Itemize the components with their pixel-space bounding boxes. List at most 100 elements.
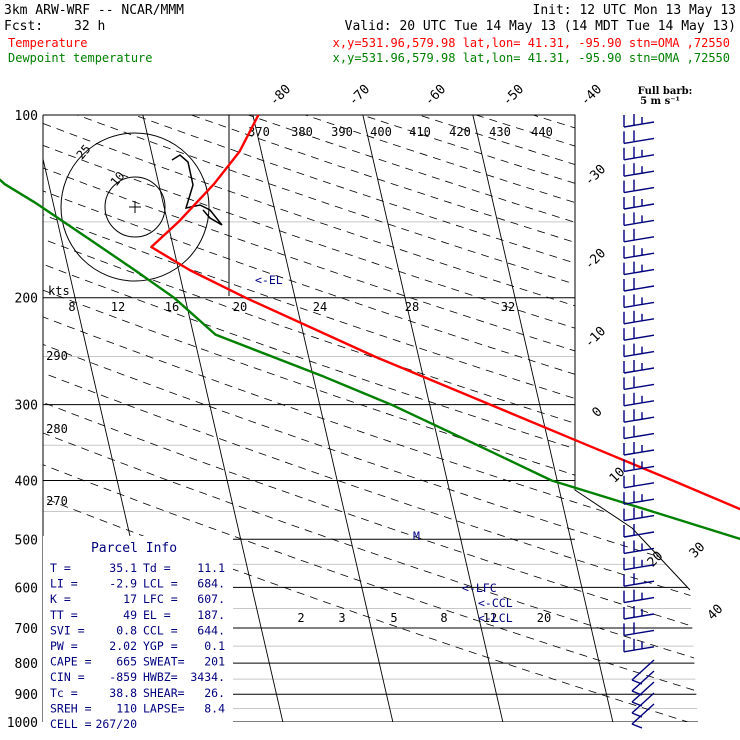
theta-label-top: 380 (291, 125, 313, 139)
parcel-info-cell: CELL = (50, 717, 92, 731)
parcel-info-cell: 3434. (190, 670, 225, 684)
parcel-info-cell: TT = (50, 608, 78, 622)
mixing-ratio-label: 5 (390, 611, 397, 625)
hodo-speed-tick: 12 (111, 300, 125, 314)
hodo-speed-tick: 20 (233, 300, 247, 314)
parcel-info-cell: 187. (197, 608, 225, 622)
theta-label-top: 390 (331, 125, 353, 139)
model-title: 3km ARW-WRF -- NCAR/MMM (4, 3, 184, 18)
temperature-legend: Temperature (8, 36, 87, 50)
wind-barb-shaft (623, 186, 655, 194)
wind-barb (623, 392, 655, 407)
wind-barb (623, 507, 655, 522)
wind-barb (623, 278, 655, 292)
parcel-info-cell: 201 (204, 655, 225, 669)
header: 3km ARW-WRF -- NCAR/MMM Init: 12 UTC Mon… (4, 3, 736, 65)
parcel-info-cell: Td = (143, 561, 171, 575)
mixing-ratio-label: 20 (537, 611, 551, 625)
dry-adiabat (43, 115, 698, 722)
parcel-info-cell: Tc = (50, 686, 78, 700)
parcel-info-cell: T = (50, 561, 71, 575)
wind-barb (623, 245, 655, 259)
wind-barb (623, 196, 655, 210)
theta-label-top: 400 (370, 125, 392, 139)
dewpoint-location: x,y=531.96,579.98 lat,lon= 41.31, -95.90… (333, 51, 730, 65)
wind-barb-shaft (623, 137, 655, 145)
dry-adiabat (305, 115, 698, 722)
parcel-info-cell: PW = (50, 639, 78, 653)
wind-barb-shaft (623, 268, 655, 276)
hodo-speed-tick: 28 (405, 300, 419, 314)
theta-label-top: 410 (409, 125, 431, 139)
hodo-ring-label: 10 (108, 169, 128, 189)
wind-barb-shaft (623, 203, 655, 210)
parcel-info-cell: SREH = (50, 701, 92, 715)
hodo-speed-tick: 8 (68, 300, 75, 314)
parcel-info-cell: 8.4 (204, 701, 225, 715)
isotherm-label: -10 (582, 324, 609, 351)
theta-label-left: 280 (46, 422, 68, 436)
wind-barb (623, 589, 655, 604)
wind-barb-shaft (623, 432, 655, 440)
wind-barb-shaft (623, 121, 655, 128)
wind-barb (623, 114, 655, 128)
fcst-value: 32 h (74, 19, 105, 34)
parcel-info-cell: 644. (197, 623, 225, 637)
dry-adiabat (43, 115, 698, 722)
barb-legend: Full barb: 5 m s⁻¹ (638, 86, 693, 107)
dry-adiabat (43, 115, 698, 722)
wind-barb (623, 163, 655, 177)
dry-adiabat (418, 115, 698, 722)
hodograph: 10 25 (60, 115, 230, 296)
pressure-tick-label: 300 (15, 399, 38, 414)
isotherm-label: 40 (705, 602, 727, 624)
wind-barb-shaft (623, 416, 655, 423)
isotherm-label: 0 (589, 404, 605, 420)
wind-barb (623, 573, 655, 587)
wind-barb-shaft (623, 170, 655, 177)
theta-label-top: 430 (489, 125, 511, 139)
isotherm-label: -20 (582, 246, 609, 273)
wind-barb-shaft (623, 465, 655, 473)
mixing-ratio-label: 2 (297, 611, 304, 625)
wind-barb-shaft (623, 564, 655, 571)
wind-barb-flag (631, 723, 643, 729)
hodo-ring (104, 176, 166, 238)
wind-barb-shaft (623, 154, 655, 161)
wind-barb-shaft (623, 236, 655, 243)
wind-barb-shaft (631, 703, 655, 725)
wind-barb-shaft (631, 659, 655, 681)
wind-barbs (623, 114, 655, 729)
hodo-unit-label: kts (48, 284, 70, 298)
isotherm-label: -80 (267, 82, 294, 109)
hodo-speed-tick: 16 (165, 300, 179, 314)
mixing-ratio-label: 3 (338, 611, 345, 625)
parcel-info-cell: 110 (116, 701, 137, 715)
wind-barb (623, 310, 655, 325)
valid-time: Valid: 20 UTC Tue 14 May 13 (14 MDT Tue … (345, 19, 736, 34)
init-time: Init: 12 UTC Mon 13 May 13 (533, 3, 737, 18)
parcel-info-cell: SHEAR= (143, 686, 185, 700)
isotherm-label: 30 (687, 540, 709, 562)
wind-barb-low (631, 703, 655, 729)
wind-barb (623, 491, 655, 505)
theta-label-left: 290 (46, 349, 68, 363)
wind-barb-shaft (623, 629, 655, 637)
parcel-info-cell: 267/20 (95, 717, 137, 731)
theta-label-top: 420 (449, 125, 471, 139)
wind-barb (623, 212, 655, 227)
wind-barb (623, 146, 655, 161)
parcel-info-cell: 11.1 (197, 561, 225, 575)
parcel-info-cell: 684. (197, 577, 225, 591)
wind-barb (623, 179, 655, 194)
parcel-info-cell: CIN = (50, 670, 85, 684)
pressure-tick-label: 100 (15, 109, 38, 124)
parcel-info-cell: 607. (197, 592, 225, 606)
barb-legend-line1: Full barb: (638, 86, 693, 97)
theta-label-left: 270 (46, 494, 68, 508)
wind-barb-shaft (623, 449, 655, 456)
isotherm-label: -30 (582, 162, 609, 189)
wind-barb-shaft (623, 383, 655, 391)
dry-adiabat (191, 115, 698, 722)
ccl-annotation: <-CCL (478, 596, 513, 610)
